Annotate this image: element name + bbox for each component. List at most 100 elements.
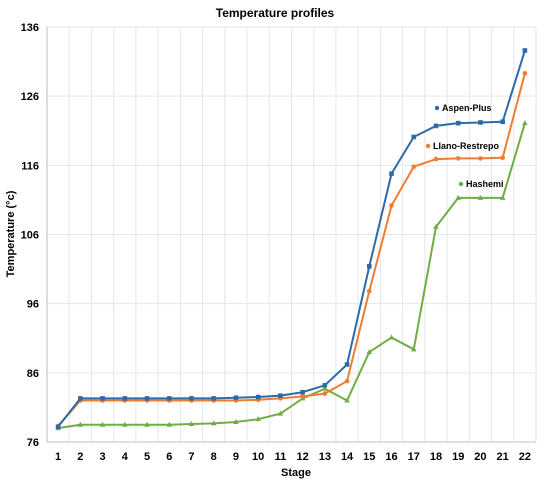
data-point [255, 416, 261, 422]
y-tick-label: 106 [21, 230, 39, 242]
legend-label: Llano-Restrepo [433, 141, 500, 151]
x-tick-label: 13 [319, 451, 331, 463]
y-tick-label: 136 [21, 22, 39, 34]
chart-title: Temperature profiles [216, 6, 335, 20]
legend-marker [434, 105, 440, 111]
data-point [433, 123, 439, 129]
data-point [478, 156, 483, 161]
x-tick-label: 22 [519, 451, 531, 463]
x-tick-label: 9 [233, 451, 239, 463]
data-point [455, 120, 461, 126]
grid [46, 26, 537, 443]
data-point [455, 194, 462, 200]
x-tick-label: 16 [385, 451, 397, 463]
data-point [166, 396, 172, 401]
y-tick-label: 76 [27, 437, 39, 449]
x-tick-label: 15 [363, 451, 375, 463]
series-line [57, 122, 526, 430]
data-point [478, 120, 483, 125]
data-point [189, 396, 194, 401]
x-tick-label: 3 [100, 451, 106, 463]
data-point [233, 418, 239, 424]
x-tick-label: 21 [497, 451, 509, 463]
data-point [477, 194, 484, 200]
data-point [255, 394, 261, 400]
legend-marker [425, 143, 431, 149]
x-tick-label: 14 [341, 451, 354, 463]
series-hashemi [55, 120, 528, 431]
legend: Aspen-Plus Llano-Restrepo Hashemi [425, 103, 504, 189]
data-point [322, 391, 328, 396]
x-tick-label: 11 [275, 451, 287, 463]
y-tick-label: 126 [21, 91, 39, 103]
data-point [277, 410, 284, 416]
data-point [233, 395, 239, 401]
x-tick-label: 17 [408, 451, 420, 463]
legend-item-llano-restrepo: Llano-Restrepo [425, 141, 500, 151]
data-point [300, 389, 305, 395]
data-point [210, 420, 217, 426]
data-point [433, 223, 439, 229]
x-tick-label: 19 [452, 451, 464, 463]
x-tick-label: 1 [55, 451, 61, 463]
data-point [166, 421, 173, 427]
data-point [411, 164, 417, 170]
data-point [411, 134, 417, 140]
data-point [344, 362, 350, 367]
data-point [522, 71, 528, 76]
legend-item-aspen-plus: Aspen-Plus [434, 103, 492, 113]
data-point [389, 203, 394, 208]
x-tick-label: 10 [252, 451, 264, 463]
x-tick-label: 8 [211, 451, 217, 463]
legend-label: Hashemi [466, 179, 504, 189]
data-point [388, 334, 395, 340]
x-tick-label: 6 [166, 451, 172, 463]
data-point [188, 421, 195, 427]
x-tick-label: 20 [474, 451, 486, 463]
data-point [410, 346, 417, 352]
data-point [211, 396, 217, 401]
data-point [522, 48, 528, 53]
data-point [121, 421, 128, 427]
legend-item-hashemi: Hashemi [458, 179, 504, 189]
data-point [144, 421, 150, 427]
data-point [344, 397, 350, 403]
x-tick-label: 5 [144, 451, 150, 463]
x-axis-title: Stage [281, 467, 311, 479]
data-point [322, 382, 328, 388]
x-tick-label: 12 [296, 451, 308, 463]
series-line [57, 73, 526, 427]
data-point [300, 394, 305, 399]
y-axis-title: Temperature (°c) [5, 190, 17, 277]
y-tick-label: 116 [21, 160, 39, 172]
y-tick-label: 96 [27, 299, 39, 311]
data-point [500, 155, 505, 161]
x-tick-label: 4 [122, 451, 129, 463]
data-point [322, 385, 328, 391]
series-line [57, 50, 526, 428]
data-point [499, 194, 506, 200]
data-point [522, 120, 528, 126]
data-point [99, 421, 106, 427]
data-point [77, 421, 84, 427]
data-point [366, 264, 372, 269]
data-point [344, 378, 350, 384]
data-point [366, 288, 372, 294]
x-tick-label: 7 [188, 451, 194, 463]
data-point [55, 424, 61, 430]
data-point [144, 396, 150, 401]
data-point [100, 396, 105, 401]
x-tick-label: 18 [430, 451, 442, 463]
data-point [500, 119, 505, 125]
data-point [122, 396, 128, 401]
data-point [366, 349, 373, 355]
series-layer [55, 48, 528, 431]
y-tick-label: 86 [27, 368, 39, 380]
data-point [455, 156, 461, 161]
data-point [278, 393, 283, 398]
data-point [433, 156, 439, 162]
legend-marker [458, 181, 464, 187]
